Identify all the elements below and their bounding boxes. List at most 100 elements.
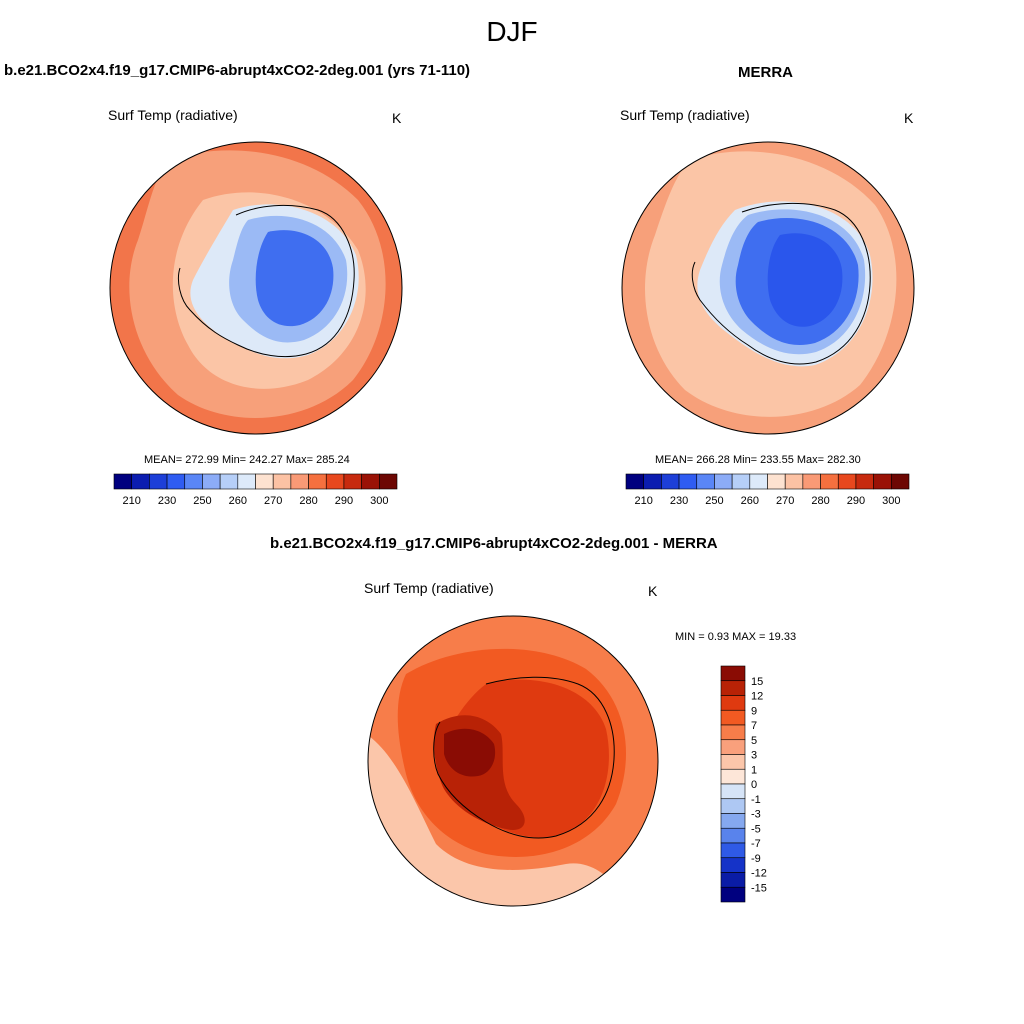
panel-3-title: b.e21.BCO2x4.f19_g17.CMIP6-abrupt4xCO2-2… bbox=[270, 535, 718, 552]
colorbar-box bbox=[837, 473, 857, 490]
colorbar-tick-label: 280 bbox=[299, 495, 317, 507]
colorbar-tick-label: 300 bbox=[882, 495, 900, 507]
colorbar-box bbox=[379, 473, 398, 490]
colorbar-box bbox=[202, 473, 221, 490]
colorbar-tick-label: 230 bbox=[670, 495, 688, 507]
colorbar-box bbox=[696, 473, 715, 490]
panel-2-units: K bbox=[904, 110, 914, 126]
colorbar-box bbox=[720, 842, 746, 859]
colorbar-box bbox=[720, 724, 746, 741]
panel-2-variable: Surf Temp (radiative) bbox=[620, 107, 750, 123]
colorbar-tick-label: 290 bbox=[335, 495, 353, 507]
panel-3-units: K bbox=[648, 583, 658, 599]
colorbar-tick-label: 250 bbox=[705, 495, 723, 507]
panel-1-stats: MEAN= 272.99 Min= 242.27 Max= 285.24 bbox=[144, 454, 350, 466]
colorbar-box bbox=[255, 473, 274, 490]
colorbar-box bbox=[720, 872, 746, 888]
colorbar-box bbox=[625, 473, 644, 490]
colorbar-tick-label: 15 bbox=[751, 676, 763, 688]
colorbar-tick-label: 9 bbox=[751, 705, 757, 717]
colorbar-box bbox=[149, 473, 168, 490]
colorbar-tick-label: -15 bbox=[751, 882, 767, 894]
colorbar-tick-label: 230 bbox=[158, 495, 176, 507]
colorbar-box bbox=[767, 473, 786, 490]
colorbar-tick-label: 210 bbox=[123, 495, 141, 507]
colorbar-box bbox=[661, 473, 680, 490]
colorbar-box bbox=[720, 768, 746, 785]
colorbar-box bbox=[749, 473, 768, 490]
colorbar-box bbox=[219, 473, 239, 490]
colorbar-box bbox=[720, 754, 746, 770]
colorbar-box bbox=[720, 798, 746, 814]
colorbar-box bbox=[873, 473, 892, 490]
colorbar-tick-label: 270 bbox=[264, 495, 282, 507]
panel-1-variable: Surf Temp (radiative) bbox=[108, 107, 238, 123]
colorbar-box bbox=[855, 473, 874, 490]
colorbar-tick-label: 7 bbox=[751, 720, 757, 732]
colorbar-box bbox=[720, 680, 746, 696]
colorbar-tick-label: -12 bbox=[751, 868, 767, 880]
colorbar-tick-label: 260 bbox=[229, 495, 247, 507]
colorbar-tick-label: 1 bbox=[751, 764, 757, 776]
colorbar-box bbox=[678, 473, 698, 490]
map-model bbox=[109, 141, 403, 435]
colorbar-box bbox=[184, 473, 203, 490]
colorbar-tick-label: 290 bbox=[847, 495, 865, 507]
colorbar-tick-label: 250 bbox=[193, 495, 211, 507]
colorbar-tick-label: -1 bbox=[751, 794, 761, 806]
colorbar-merra: 210 230 250 260 270 280 290 300 bbox=[625, 473, 910, 507]
ice-core-region bbox=[767, 233, 843, 327]
panel-1-title: b.e21.BCO2x4.f19_g17.CMIP6-abrupt4xCO2-2… bbox=[4, 62, 471, 79]
colorbar-box bbox=[113, 473, 132, 490]
colorbar-tick-label: 5 bbox=[751, 735, 757, 747]
colorbar-box bbox=[714, 473, 733, 490]
diff-ocean-light-region bbox=[368, 734, 636, 906]
colorbar-box bbox=[891, 473, 910, 490]
map-difference bbox=[367, 615, 659, 907]
colorbar-box bbox=[720, 886, 746, 903]
panel-3-stats: MIN = 0.93 MAX = 19.33 bbox=[675, 631, 797, 643]
colorbar-box bbox=[720, 739, 746, 755]
colorbar-box bbox=[784, 473, 804, 490]
panel-1-units: K bbox=[392, 110, 402, 126]
colorbar-box bbox=[361, 473, 380, 490]
colorbar-model: 210 230 250 260 270 280 290 300 bbox=[113, 473, 398, 507]
colorbar-box bbox=[290, 473, 309, 490]
ice-dark-region bbox=[255, 230, 334, 327]
colorbar-box bbox=[720, 695, 746, 711]
colorbar-tick-label: 210 bbox=[635, 495, 653, 507]
colorbar-box bbox=[720, 813, 746, 829]
coastline bbox=[433, 676, 615, 839]
colorbar-box bbox=[272, 473, 292, 490]
colorbar-box bbox=[237, 473, 256, 490]
colorbar-box bbox=[802, 473, 821, 490]
colorbar-box bbox=[325, 473, 345, 490]
diff-land-core-region bbox=[444, 728, 496, 777]
colorbar-tick-label: 280 bbox=[811, 495, 829, 507]
colorbar-box bbox=[308, 473, 327, 490]
colorbar-box bbox=[720, 827, 746, 844]
coastline bbox=[177, 204, 355, 358]
colorbar-tick-label: -3 bbox=[751, 809, 761, 821]
colorbar-box bbox=[131, 473, 150, 490]
coastline bbox=[691, 203, 871, 365]
panel-2-title: MERRA bbox=[738, 64, 793, 81]
colorbar-difference: 15 12 9 7 5 3 1 0 -1 -3 -5 -7 -9 -12 -15 bbox=[720, 665, 767, 903]
colorbar-tick-label: -9 bbox=[751, 853, 761, 865]
figure-title: DJF bbox=[486, 16, 538, 47]
colorbar-tick-label: 260 bbox=[741, 495, 759, 507]
map-merra bbox=[621, 141, 915, 435]
colorbar-tick-label: -7 bbox=[751, 838, 761, 850]
colorbar-tick-label: 270 bbox=[776, 495, 794, 507]
colorbar-tick-label: 12 bbox=[751, 691, 763, 703]
colorbar-tick-label: 300 bbox=[370, 495, 388, 507]
colorbar-tick-label: -5 bbox=[751, 823, 761, 835]
colorbar-box bbox=[720, 709, 746, 726]
colorbar-box bbox=[720, 783, 746, 800]
colorbar-tick-label: 3 bbox=[751, 750, 757, 762]
colorbar-box bbox=[731, 473, 751, 490]
colorbar-box bbox=[166, 473, 186, 490]
colorbar-tick-label: 0 bbox=[751, 779, 757, 791]
colorbar-box bbox=[643, 473, 662, 490]
colorbar-box bbox=[820, 473, 839, 490]
